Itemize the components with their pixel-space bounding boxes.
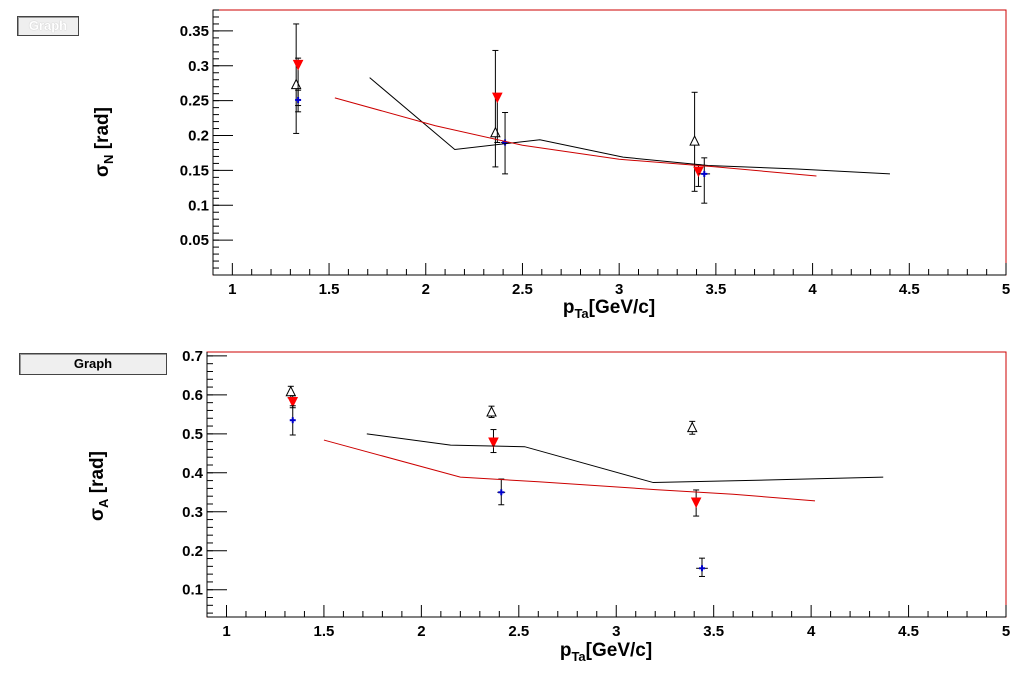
data-point-red-triangle xyxy=(690,497,702,509)
svg-text:σN [rad]: σN [rad] xyxy=(92,107,116,177)
y-tick-label: 0.6 xyxy=(182,387,203,404)
x-axis-subscript: Ta xyxy=(571,649,586,664)
data-point-red-triangle xyxy=(287,396,299,408)
series-1-triangle-down xyxy=(287,395,702,517)
y-axis-unit: [rad] xyxy=(92,107,113,155)
data-point-red-triangle xyxy=(693,166,704,178)
x-tick-label: 4 xyxy=(808,281,817,298)
x-tick-label: 2.5 xyxy=(508,623,529,640)
x-tick-label: 3 xyxy=(615,281,623,298)
model-curve xyxy=(369,77,890,175)
y-tick-label: 0.25 xyxy=(180,93,209,110)
x-tick-label: 5 xyxy=(1002,281,1010,298)
y-axis-title-bottom: σA [rad] xyxy=(87,451,111,521)
x-axis-subscript: Ta xyxy=(574,306,589,321)
series-0-triangle-open xyxy=(290,23,700,192)
x-tick-label: 3.5 xyxy=(703,623,724,640)
y-tick-label: 0.7 xyxy=(182,348,203,365)
model-curve xyxy=(334,97,817,177)
plot-panel-top: 1 1.5 2 2.5 3 3.5 4 4.5 5 0.05 0.1 0.15 0.2 0.25 0.3 0.… xyxy=(180,9,1010,298)
x-axis-symbol: p xyxy=(563,297,575,318)
y-tick-label: 0.35 xyxy=(180,23,209,40)
y-axis-symbol: σ xyxy=(92,164,113,177)
series-3-line xyxy=(366,433,884,484)
data-point-open-triangle xyxy=(285,385,297,397)
y-tick-label: 0.1 xyxy=(188,197,209,214)
x-tick-label: 1 xyxy=(222,623,230,640)
y-axis-unit: [rad] xyxy=(87,451,108,499)
y-axis-subscript: N xyxy=(101,155,116,164)
svg-text:σA [rad]: σA [rad] xyxy=(87,451,111,521)
y-tick-label: 0.15 xyxy=(180,162,209,179)
graph-title-box-top[interactable]: Graph xyxy=(17,16,79,36)
data-point-open-triangle xyxy=(686,421,698,433)
x-tick-label: 2 xyxy=(417,623,425,640)
x-tick-label: 4.5 xyxy=(899,281,920,298)
x-tick-label: 3.5 xyxy=(705,281,726,298)
y-tick-label: 0.05 xyxy=(180,232,209,249)
model-curve xyxy=(366,433,884,484)
x-axis-symbol: p xyxy=(560,640,572,661)
data-point-red-triangle xyxy=(492,92,503,104)
x-axis-unit: [GeV/c] xyxy=(586,640,653,661)
data-point-red-triangle xyxy=(488,437,499,449)
x-tick-label: 4.5 xyxy=(898,623,919,640)
x-tick-label: 5 xyxy=(1002,623,1010,640)
x-axis-title-bottom: pTa[GeV/c] xyxy=(560,640,652,664)
series-2-star xyxy=(295,89,711,204)
x-tick-label: 2 xyxy=(422,281,430,298)
plot-frame xyxy=(206,351,1007,618)
y-tick-label: 0.4 xyxy=(182,465,204,482)
y-tick-label: 0.2 xyxy=(182,543,203,560)
y-tick-label: 0.3 xyxy=(182,504,203,521)
x-tick-label: 1.5 xyxy=(319,281,340,298)
series-4-line xyxy=(334,97,817,177)
y-tick-label: 0.5 xyxy=(182,426,203,443)
series-0-triangle-open xyxy=(285,385,698,435)
y-axis-title-top: σN [rad] xyxy=(92,107,116,177)
x-tick-label: 2.5 xyxy=(512,281,533,298)
graph-title-box-bottom[interactable]: Graph xyxy=(19,353,167,375)
x-tick-label: 4 xyxy=(807,623,816,640)
series-3-line xyxy=(369,77,890,175)
x-axis-unit: [GeV/c] xyxy=(589,297,656,318)
series-4-line xyxy=(323,439,816,502)
x-tick-label: 1.5 xyxy=(313,623,334,640)
svg-text:pTa[GeV/c]: pTa[GeV/c] xyxy=(560,640,652,664)
data-point-open-triangle xyxy=(486,405,497,417)
plot-panel-bottom: 1 1.5 2 2.5 3 3.5 4 4.5 5 0.1 0.2 0.3 0.4 0.5 0.6 0.7 xyxy=(182,348,1010,640)
series-2-star xyxy=(289,405,708,577)
data-point-red-triangle xyxy=(292,59,304,71)
model-curve xyxy=(323,439,816,502)
x-tick-label: 3 xyxy=(612,623,620,640)
y-axis-symbol: σ xyxy=(87,508,108,521)
y-tick-label: 0.2 xyxy=(188,128,209,145)
y-tick-label: 0.3 xyxy=(188,58,209,75)
data-point-open-triangle xyxy=(490,126,501,138)
x-axis-title-top: pTa[GeV/c] xyxy=(563,297,655,321)
y-tick-label: 0.1 xyxy=(182,582,203,599)
x-tick-label: 1 xyxy=(228,281,236,298)
svg-text:pTa[GeV/c]: pTa[GeV/c] xyxy=(563,297,655,321)
data-point-open-triangle xyxy=(689,134,700,146)
plot-frame xyxy=(212,9,1007,276)
data-point-open-triangle xyxy=(290,78,302,90)
y-axis-subscript: A xyxy=(96,498,111,508)
